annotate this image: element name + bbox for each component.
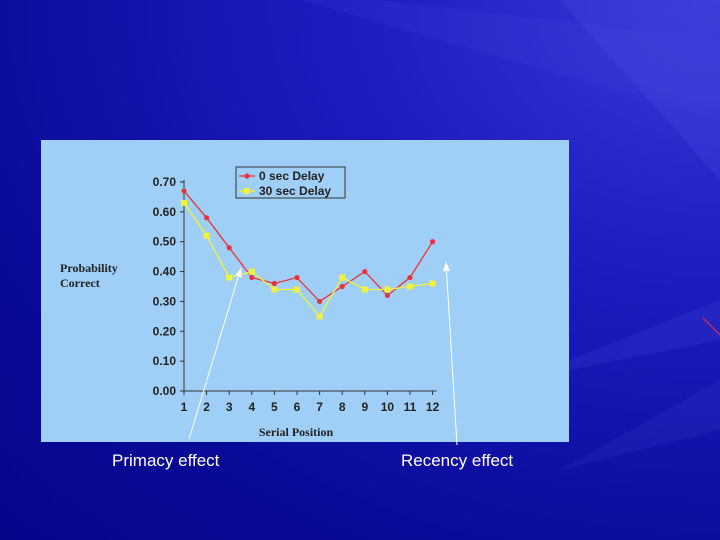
series-0-point xyxy=(317,298,323,305)
x-tick-label: 5 xyxy=(271,400,278,414)
primacy-effect-label: Primacy effect xyxy=(112,451,220,470)
y-tick-label: 0.00 xyxy=(153,384,177,398)
y-tick-label: 0.40 xyxy=(153,265,177,279)
y-tick-label: 0.70 xyxy=(153,175,177,189)
series-0-point xyxy=(384,292,390,299)
series-1-point xyxy=(407,283,413,290)
series-0-point xyxy=(339,283,345,290)
x-tick-label: 1 xyxy=(181,400,188,414)
series-line-1 xyxy=(183,202,433,318)
y-tick-label: 0.50 xyxy=(153,235,177,249)
recency-effect-label: Recency effect xyxy=(401,451,514,470)
chart-axes: 0.000.100.200.300.400.500.600.701 2 3 4 5 6 7 8… xyxy=(153,175,440,414)
legend-marker-1 xyxy=(244,188,250,194)
series-1-point xyxy=(294,286,300,293)
series-line-0 xyxy=(183,190,434,303)
legend-marker-0 xyxy=(244,173,250,179)
recency-arrow-line xyxy=(445,261,458,446)
series-0-point xyxy=(204,215,210,221)
series-1-point xyxy=(271,286,278,293)
series-0-point xyxy=(362,268,368,275)
series-0-point xyxy=(226,245,232,251)
series-0-point xyxy=(249,274,255,281)
series-0-point xyxy=(407,274,413,281)
series-1-point xyxy=(316,313,323,320)
series-0-point xyxy=(271,280,277,287)
x-tick-label: 11 xyxy=(404,400,417,414)
series-0-point xyxy=(430,239,436,245)
x-tick-label: 2 xyxy=(203,400,210,414)
primacy-arrow-head xyxy=(235,268,242,278)
series-1-point xyxy=(203,232,210,239)
y-axis-label: Probability Correct xyxy=(60,261,118,290)
y-tick-label: 0.20 xyxy=(153,324,177,338)
series-1-point xyxy=(248,268,255,275)
primacy-arrow-line xyxy=(188,267,242,440)
x-tick-label: 6 xyxy=(294,400,301,414)
x-axis-label: Serial Position xyxy=(259,425,334,439)
series-1-point xyxy=(361,286,368,293)
x-tick-label: 4 xyxy=(248,400,255,414)
x-tick-label: 8 xyxy=(339,400,346,414)
y-axis-label-line2: Correct xyxy=(60,276,100,290)
series-1-point xyxy=(181,199,187,206)
x-tick-label: 12 xyxy=(426,400,440,414)
series-0-point xyxy=(294,274,300,281)
series-1-point xyxy=(429,280,436,287)
annotation-arrows xyxy=(188,261,458,446)
y-axis-label-line1: Probability xyxy=(60,261,118,275)
y-tick-label: 0.10 xyxy=(153,354,177,368)
x-tick-label: 10 xyxy=(381,400,395,414)
series-0-point xyxy=(181,188,187,194)
series-1-point xyxy=(226,274,233,281)
y-tick-label: 0.60 xyxy=(153,205,177,219)
legend-box xyxy=(235,166,346,199)
x-tick-label: 7 xyxy=(316,400,323,414)
series-1-point xyxy=(339,274,346,281)
x-tick-label: 3 xyxy=(226,400,233,414)
y-tick-label: 0.30 xyxy=(153,294,177,308)
x-tick-label: 9 xyxy=(361,400,368,414)
recency-arrow-head xyxy=(443,262,451,272)
series-layer xyxy=(181,188,436,320)
legend-entry-0: 0 sec Delay xyxy=(259,169,325,183)
series-1-point xyxy=(384,286,391,293)
legend-entry-1: 30 sec Delay xyxy=(259,184,331,198)
